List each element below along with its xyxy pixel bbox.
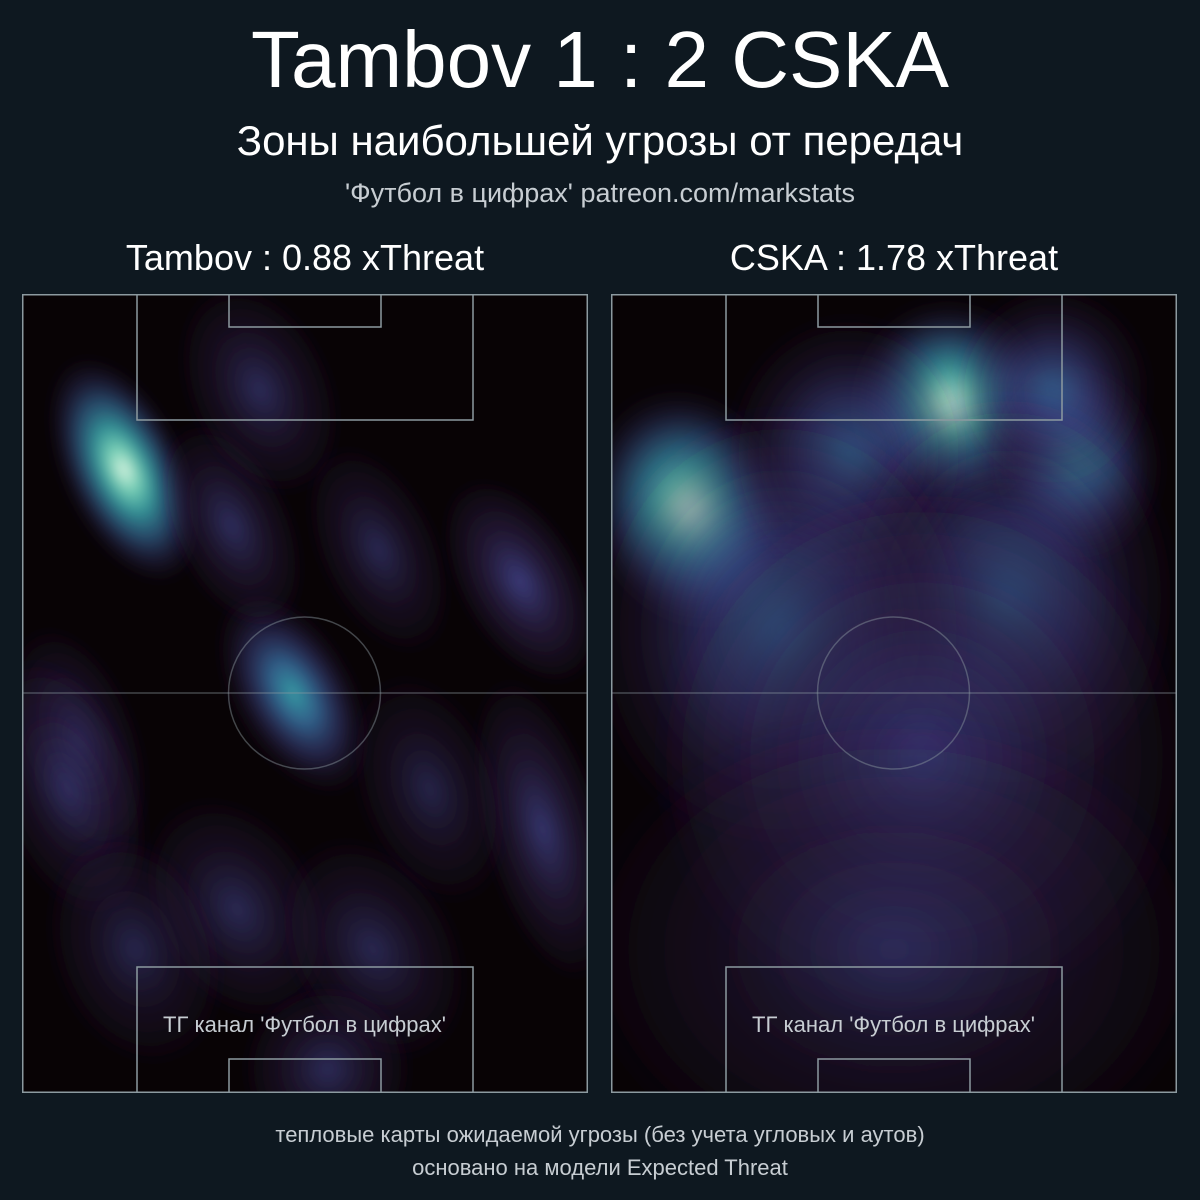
six-yard-box-top [228, 294, 382, 328]
penalty-area-top [136, 294, 474, 421]
pitch-lines [611, 294, 1177, 1093]
heat-layer [611, 294, 1177, 1093]
pitch-svg-tambov: ТГ канал 'Футбол в цифрах' [22, 294, 588, 1093]
six-yard-box-top [817, 294, 971, 328]
heat-hotspot [469, 675, 588, 983]
watermark-text: ТГ канал 'Футбол в цифрах' [163, 1012, 446, 1037]
heat-hotspot [441, 477, 588, 686]
six-yard-box-bottom [228, 1058, 382, 1093]
watermark-text: ТГ канал 'Футбол в цифрах' [752, 1012, 1035, 1037]
footer-note-1: тепловые карты ожидаемой угрозы (без уче… [275, 1122, 925, 1147]
heat-layer [22, 294, 588, 1093]
team-label-tambov: Tambov : 0.88 xThreat [125, 237, 485, 278]
chart-subtitle: Зоны наибольшей угрозы от передач [236, 117, 964, 164]
credit-line: 'Футбол в цифрах' patreon.com/markstats [344, 178, 856, 208]
heat-hotspot [304, 442, 453, 657]
footer-note-2: основано на модели Expected Threat [412, 1155, 788, 1180]
heat-hotspot [176, 294, 343, 499]
heat-hotspot [215, 589, 373, 798]
pitch-heatmap-tambov: ТГ канал 'Футбол в цифрах' [22, 294, 588, 1093]
pitch-heatmap-cska: ТГ канал 'Футбол в цифрах' [611, 294, 1177, 1093]
centre-circle [227, 616, 382, 770]
heat-hotspot [611, 703, 1177, 1093]
team-label-cska: CSKA : 1.78 xThreat [729, 237, 1059, 278]
chart-title: Tambov 1 : 2 CSKA [250, 15, 950, 104]
heat-hotspot [43, 829, 228, 1069]
penalty-area-bottom [725, 966, 1063, 1093]
heat-hotspot [347, 670, 512, 908]
penalty-area-bottom [136, 966, 474, 1093]
penalty-area-top [725, 294, 1063, 421]
pitch-lines [22, 294, 588, 1093]
six-yard-box-bottom [817, 1058, 971, 1093]
centre-circle [816, 616, 971, 770]
pitch-svg-cska: ТГ канал 'Футбол в цифрах' [611, 294, 1177, 1093]
heat-hotspot [47, 355, 201, 585]
heat-hotspot [240, 981, 415, 1093]
